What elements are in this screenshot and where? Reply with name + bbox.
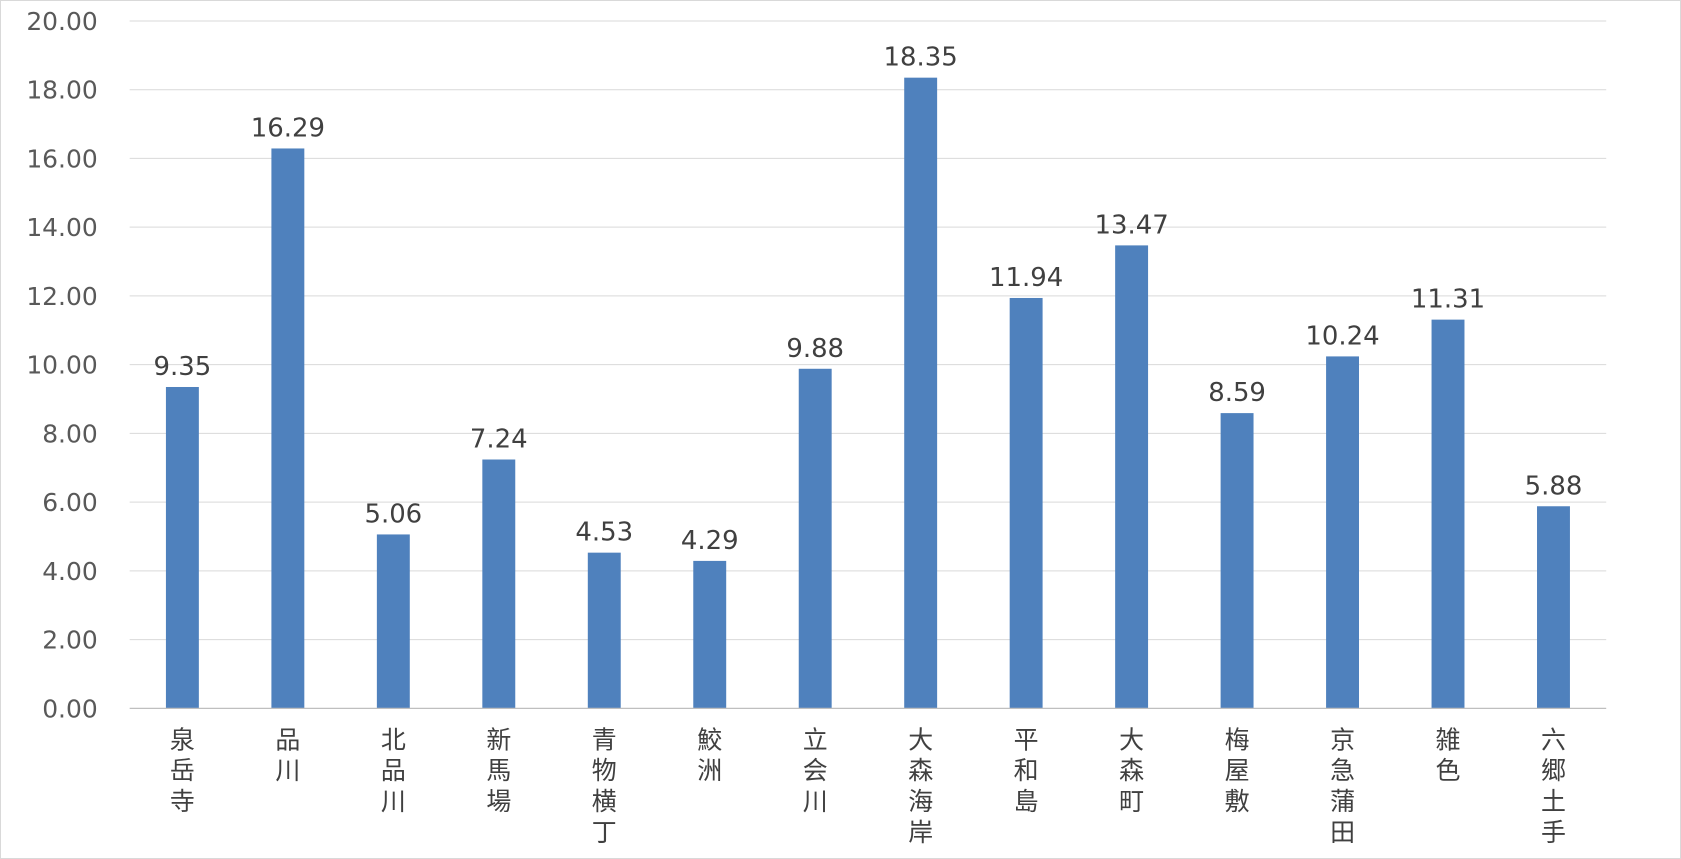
category-label: 泉岳寺 — [170, 725, 195, 816]
category-label: 六郷土手 — [1541, 725, 1566, 847]
y-tick-label: 14.00 — [26, 213, 97, 242]
category-label: 立会川 — [803, 725, 828, 816]
category-label: 北品川 — [381, 725, 406, 816]
data-label: 11.31 — [1411, 285, 1485, 315]
data-label: 9.88 — [786, 334, 844, 364]
bar — [587, 552, 621, 709]
y-tick-label: 16.00 — [26, 144, 97, 173]
y-tick-label: 10.00 — [26, 351, 97, 380]
category-label: 大森海岸 — [908, 725, 933, 847]
data-label: 9.35 — [154, 352, 212, 382]
data-label: 4.29 — [681, 526, 739, 556]
y-tick-label: 4.00 — [42, 557, 98, 586]
bar — [1431, 319, 1465, 709]
data-label: 16.29 — [251, 113, 325, 143]
gridlines — [129, 20, 1607, 641]
bar — [376, 534, 410, 709]
y-tick-label: 8.00 — [42, 419, 98, 448]
y-tick-label: 2.00 — [42, 626, 98, 655]
x-axis-category-labels: 泉岳寺 品川 北品川 新馬場 青物横丁 鮫洲 立会川 大森海岸 平和島 大森町 梅屋敷 京急蒲田 雑色 六… — [170, 725, 1566, 847]
data-label: 13.47 — [1094, 210, 1168, 240]
data-labels: 9.35 16.29 5.06 7.24 4.53 4.29 9.88 18.35 11.94 1… — [154, 43, 1583, 556]
category-label: 梅屋敷 — [1225, 725, 1250, 816]
data-label: 5.88 — [1525, 471, 1583, 501]
y-tick-label: 12.00 — [26, 282, 97, 311]
bar — [482, 459, 516, 709]
data-label: 5.06 — [364, 499, 422, 529]
category-label: 品川 — [275, 725, 300, 785]
bar — [904, 77, 938, 709]
y-axis-tick-labels: 0.00 2.00 4.00 6.00 8.00 10.00 12.00 14.00 16.00… — [26, 7, 97, 723]
category-label: 京急蒲田 — [1330, 725, 1355, 847]
data-label: 8.59 — [1208, 378, 1266, 408]
y-tick-label: 6.00 — [42, 488, 98, 517]
category-label: 大森町 — [1119, 725, 1144, 816]
bar — [1537, 506, 1570, 709]
y-tick-label: 18.00 — [26, 76, 97, 105]
bar — [165, 386, 199, 709]
bar — [1326, 356, 1360, 709]
category-label: 雑色 — [1436, 725, 1461, 785]
category-label: 青物横丁 — [592, 725, 617, 847]
data-label: 7.24 — [470, 425, 528, 455]
data-label: 18.35 — [884, 43, 958, 73]
data-label: 10.24 — [1305, 321, 1379, 351]
data-label: 4.53 — [575, 518, 633, 548]
data-label: 11.94 — [989, 263, 1063, 293]
bar — [1009, 297, 1043, 709]
y-tick-label: 0.00 — [42, 694, 98, 723]
bar — [1115, 245, 1149, 709]
category-label: 新馬場 — [486, 725, 511, 816]
y-tick-label: 20.00 — [26, 7, 97, 36]
bar — [798, 368, 832, 709]
bars — [165, 77, 1570, 709]
bar — [693, 560, 727, 709]
category-label: 平和島 — [1014, 725, 1039, 816]
bar — [271, 148, 305, 709]
category-label: 鮫洲 — [697, 725, 722, 785]
bar — [1220, 413, 1254, 709]
